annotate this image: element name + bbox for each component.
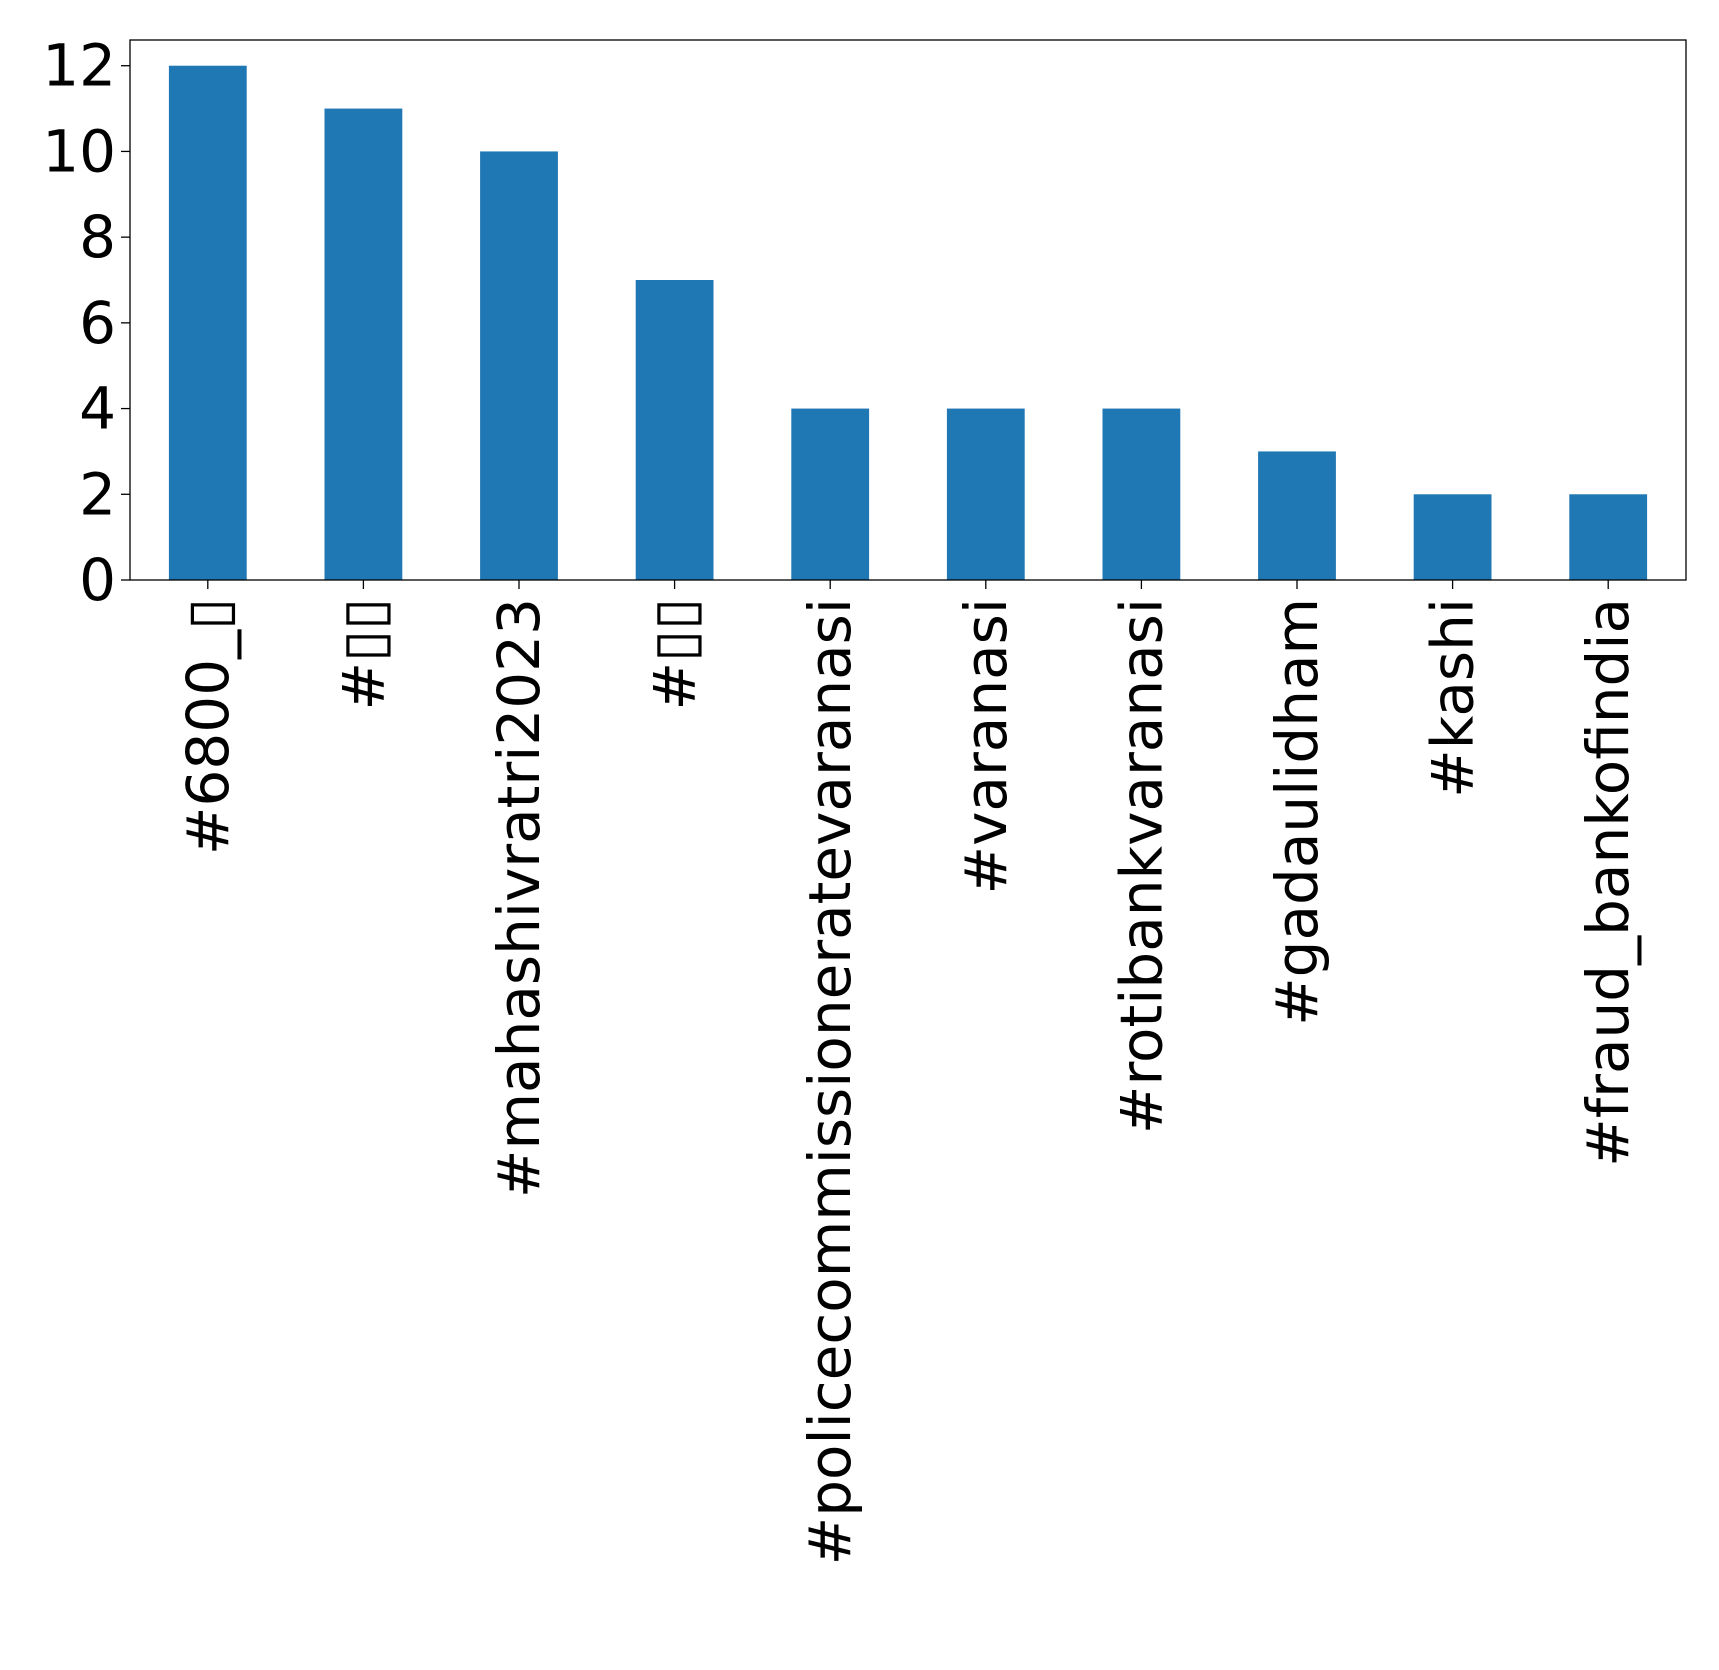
x-tick-label: #gadaulidham [1263,598,1331,1026]
y-tick-label: 12 [42,32,116,100]
plot-frame [129,39,1687,581]
x-tick-label: #kashi [1419,598,1487,798]
x-tick-label: #varanasi [952,598,1020,895]
bar-1 [324,108,403,581]
x-axis: #6800_▯ #▯▯ #mahashivratri2023 #▯▯ #policeco… [174,580,1642,1565]
bar-7 [1258,451,1336,580]
bar-9 [1569,494,1648,580]
bars-group [168,65,1648,581]
bar-2 [480,151,558,580]
y-tick-label: 0 [79,546,116,614]
bar-6 [1102,408,1181,580]
x-tick-label: #policecommissioneratevaranasi [796,598,864,1565]
x-tick-label: #fraud_bankofindia [1574,598,1642,1167]
y-tick-label: 6 [79,289,116,357]
y-tick-label: 10 [42,117,116,185]
y-tick-label: 4 [79,375,116,443]
bar-5 [946,408,1025,580]
x-tick-label: #▯▯ [329,598,397,710]
x-tick-label: #6800_▯ [174,598,242,855]
y-axis: 0 2 4 6 8 10 12 [42,32,130,614]
y-tick-label: 8 [79,203,116,271]
x-tick-label: #rotibankvaranasi [1107,598,1175,1134]
x-tick-label: #▯▯ [641,598,709,710]
bar-8 [1413,494,1492,580]
y-tick-label: 2 [79,460,116,528]
bar-3 [635,280,714,580]
bar-0 [168,65,247,580]
bar-4 [791,408,870,580]
x-tick-label: #mahashivratri2023 [485,598,553,1198]
